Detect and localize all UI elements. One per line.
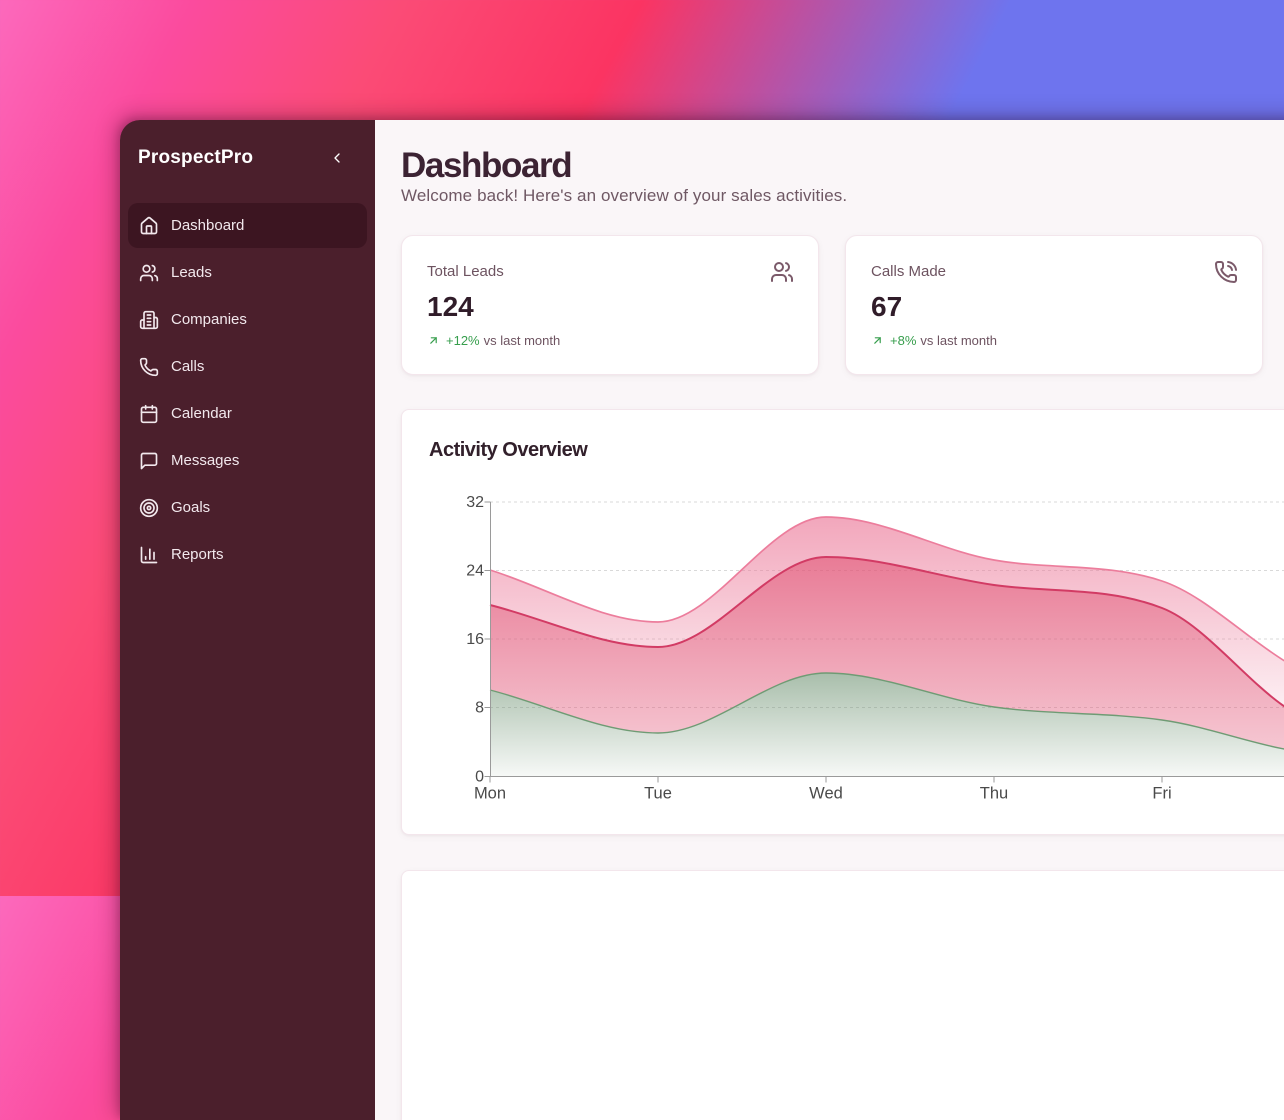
svg-text:Thu: Thu [980,785,1008,803]
svg-text:Tue: Tue [644,785,672,803]
svg-text:Wed: Wed [809,785,843,803]
svg-text:Mon: Mon [474,785,506,803]
svg-text:16: 16 [466,631,484,648]
svg-text:32: 32 [466,494,484,511]
svg-text:0: 0 [475,769,484,786]
svg-text:Fri: Fri [1152,785,1171,803]
svg-text:8: 8 [475,700,484,717]
svg-text:24: 24 [466,563,484,580]
